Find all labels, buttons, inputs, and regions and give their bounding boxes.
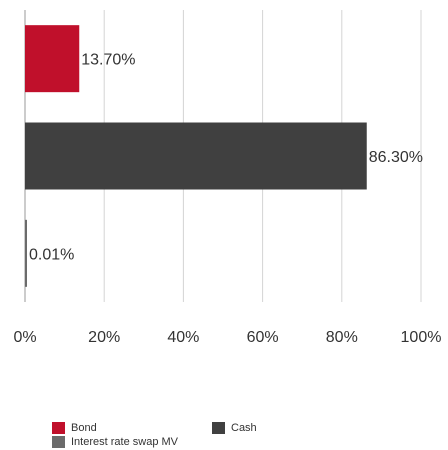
legend-label-interest-rate-swap-mv: Interest rate swap MV [71,436,178,448]
x-tick-label: 20% [88,329,120,346]
data-label-bond: 13.70% [81,52,135,69]
x-tick-label: 80% [326,329,358,346]
legend: Bond Cash Interest rate swap MV [52,422,372,450]
legend-item-interest-rate-swap-mv: Interest rate swap MV [52,436,178,448]
data-label-cash: 86.30% [369,149,423,166]
legend-label-cash: Cash [231,422,257,434]
legend-item-cash: Cash [212,422,257,434]
bars [25,25,367,287]
legend-swatch-bond [52,422,65,434]
x-axis-tick-labels: 0% 20% 40% 60% 80% 100% [13,329,441,346]
legend-item-bond: Bond [52,422,97,434]
x-tick-label: 60% [247,329,279,346]
bar-cash [25,122,367,190]
bar-bond [25,25,80,93]
legend-label-bond: Bond [71,422,97,434]
legend-swatch-interest-rate-swap-mv [52,436,65,448]
legend-swatch-cash [212,422,225,434]
data-labels: 13.70% 86.30% 0.01% [29,52,423,264]
data-label-interest-rate-swap-mv: 0.01% [29,246,74,263]
bar-interest-rate-swap-mv [25,219,27,287]
x-tick-label: 40% [167,329,199,346]
x-tick-label: 0% [13,329,36,346]
x-tick-label: 100% [401,329,442,346]
